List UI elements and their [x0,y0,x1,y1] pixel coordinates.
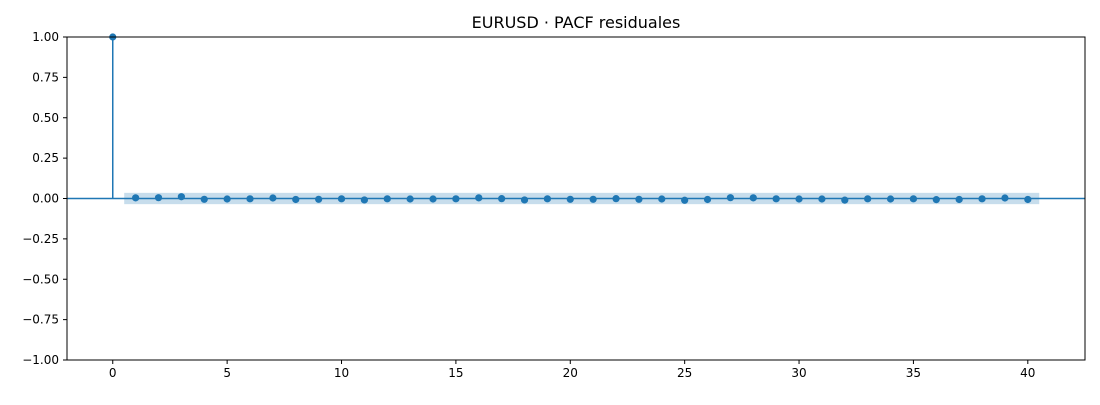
marker-lag-22 [612,195,620,203]
marker-lag-27 [726,194,735,202]
x-tick-label: 40 [1020,366,1035,380]
marker-lag-6 [246,195,254,203]
marker-lag-17 [498,195,506,203]
marker-lag-14 [429,195,437,203]
marker-lag-35 [909,195,918,203]
x-tick-label: 5 [223,366,231,380]
y-tick-label: 0.25 [32,151,59,165]
marker-lag-23 [635,195,643,203]
x-tick-label: 20 [563,366,578,380]
marker-lag-1 [132,194,140,202]
marker-lag-25 [681,196,689,204]
marker-lag-37 [955,195,963,204]
marker-lag-18 [520,196,529,204]
marker-lag-20 [566,195,574,203]
y-tick-label: −0.75 [22,313,59,327]
x-tick-label: 0 [109,366,117,380]
chart-title: EURUSD · PACF residuales [472,13,681,32]
marker-lag-33 [864,195,872,203]
marker-lag-39 [1001,194,1009,202]
marker-lag-4 [200,195,208,203]
x-tick-label: 25 [677,366,692,380]
y-tick-label: −0.25 [22,232,59,246]
marker-lag-2 [154,194,163,202]
marker-lag-28 [749,194,757,202]
marker-lag-7 [269,194,277,202]
marker-lag-9 [315,195,323,203]
marker-lag-13 [406,195,414,203]
y-tick-label: −0.50 [22,272,59,286]
marker-layer [109,33,1032,204]
marker-lag-29 [772,195,780,203]
x-tick-label: 30 [791,366,806,380]
marker-lag-15 [452,195,460,203]
marker-lag-30 [795,195,803,203]
marker-lag-32 [841,196,849,204]
marker-lag-12 [383,195,391,203]
stem-layer [112,37,1029,201]
x-tick-label: 35 [906,366,921,380]
marker-lag-8 [292,195,300,204]
marker-lag-3 [177,193,185,201]
marker-lag-31 [818,195,826,203]
marker-lag-36 [932,196,940,204]
marker-lag-11 [360,196,368,204]
marker-lag-40 [1024,195,1032,204]
y-axis: 1.00 0.75 0.50 0.25 0.00 −0.25 −0.50 −0.75 −1.00 [22,30,67,367]
x-tick-label: 10 [334,366,349,380]
y-tick-label: 0.75 [32,70,59,84]
marker-lag-21 [589,195,597,203]
y-tick-label: −1.00 [22,353,59,367]
marker-lag-16 [475,194,483,202]
marker-lag-26 [703,195,712,204]
y-tick-label: 1.00 [32,30,59,44]
marker-lag-38 [978,195,986,203]
marker-lag-10 [337,195,346,203]
x-axis: 0 5 10 15 20 25 30 35 40 [109,360,1035,380]
marker-lag-5 [223,195,231,203]
y-tick-label: 0.50 [32,111,59,125]
x-tick-label: 15 [448,366,463,380]
marker-lag-24 [658,195,666,203]
marker-lag-34 [886,195,895,203]
y-tick-label: 0.00 [32,192,59,206]
marker-lag-19 [543,195,552,203]
